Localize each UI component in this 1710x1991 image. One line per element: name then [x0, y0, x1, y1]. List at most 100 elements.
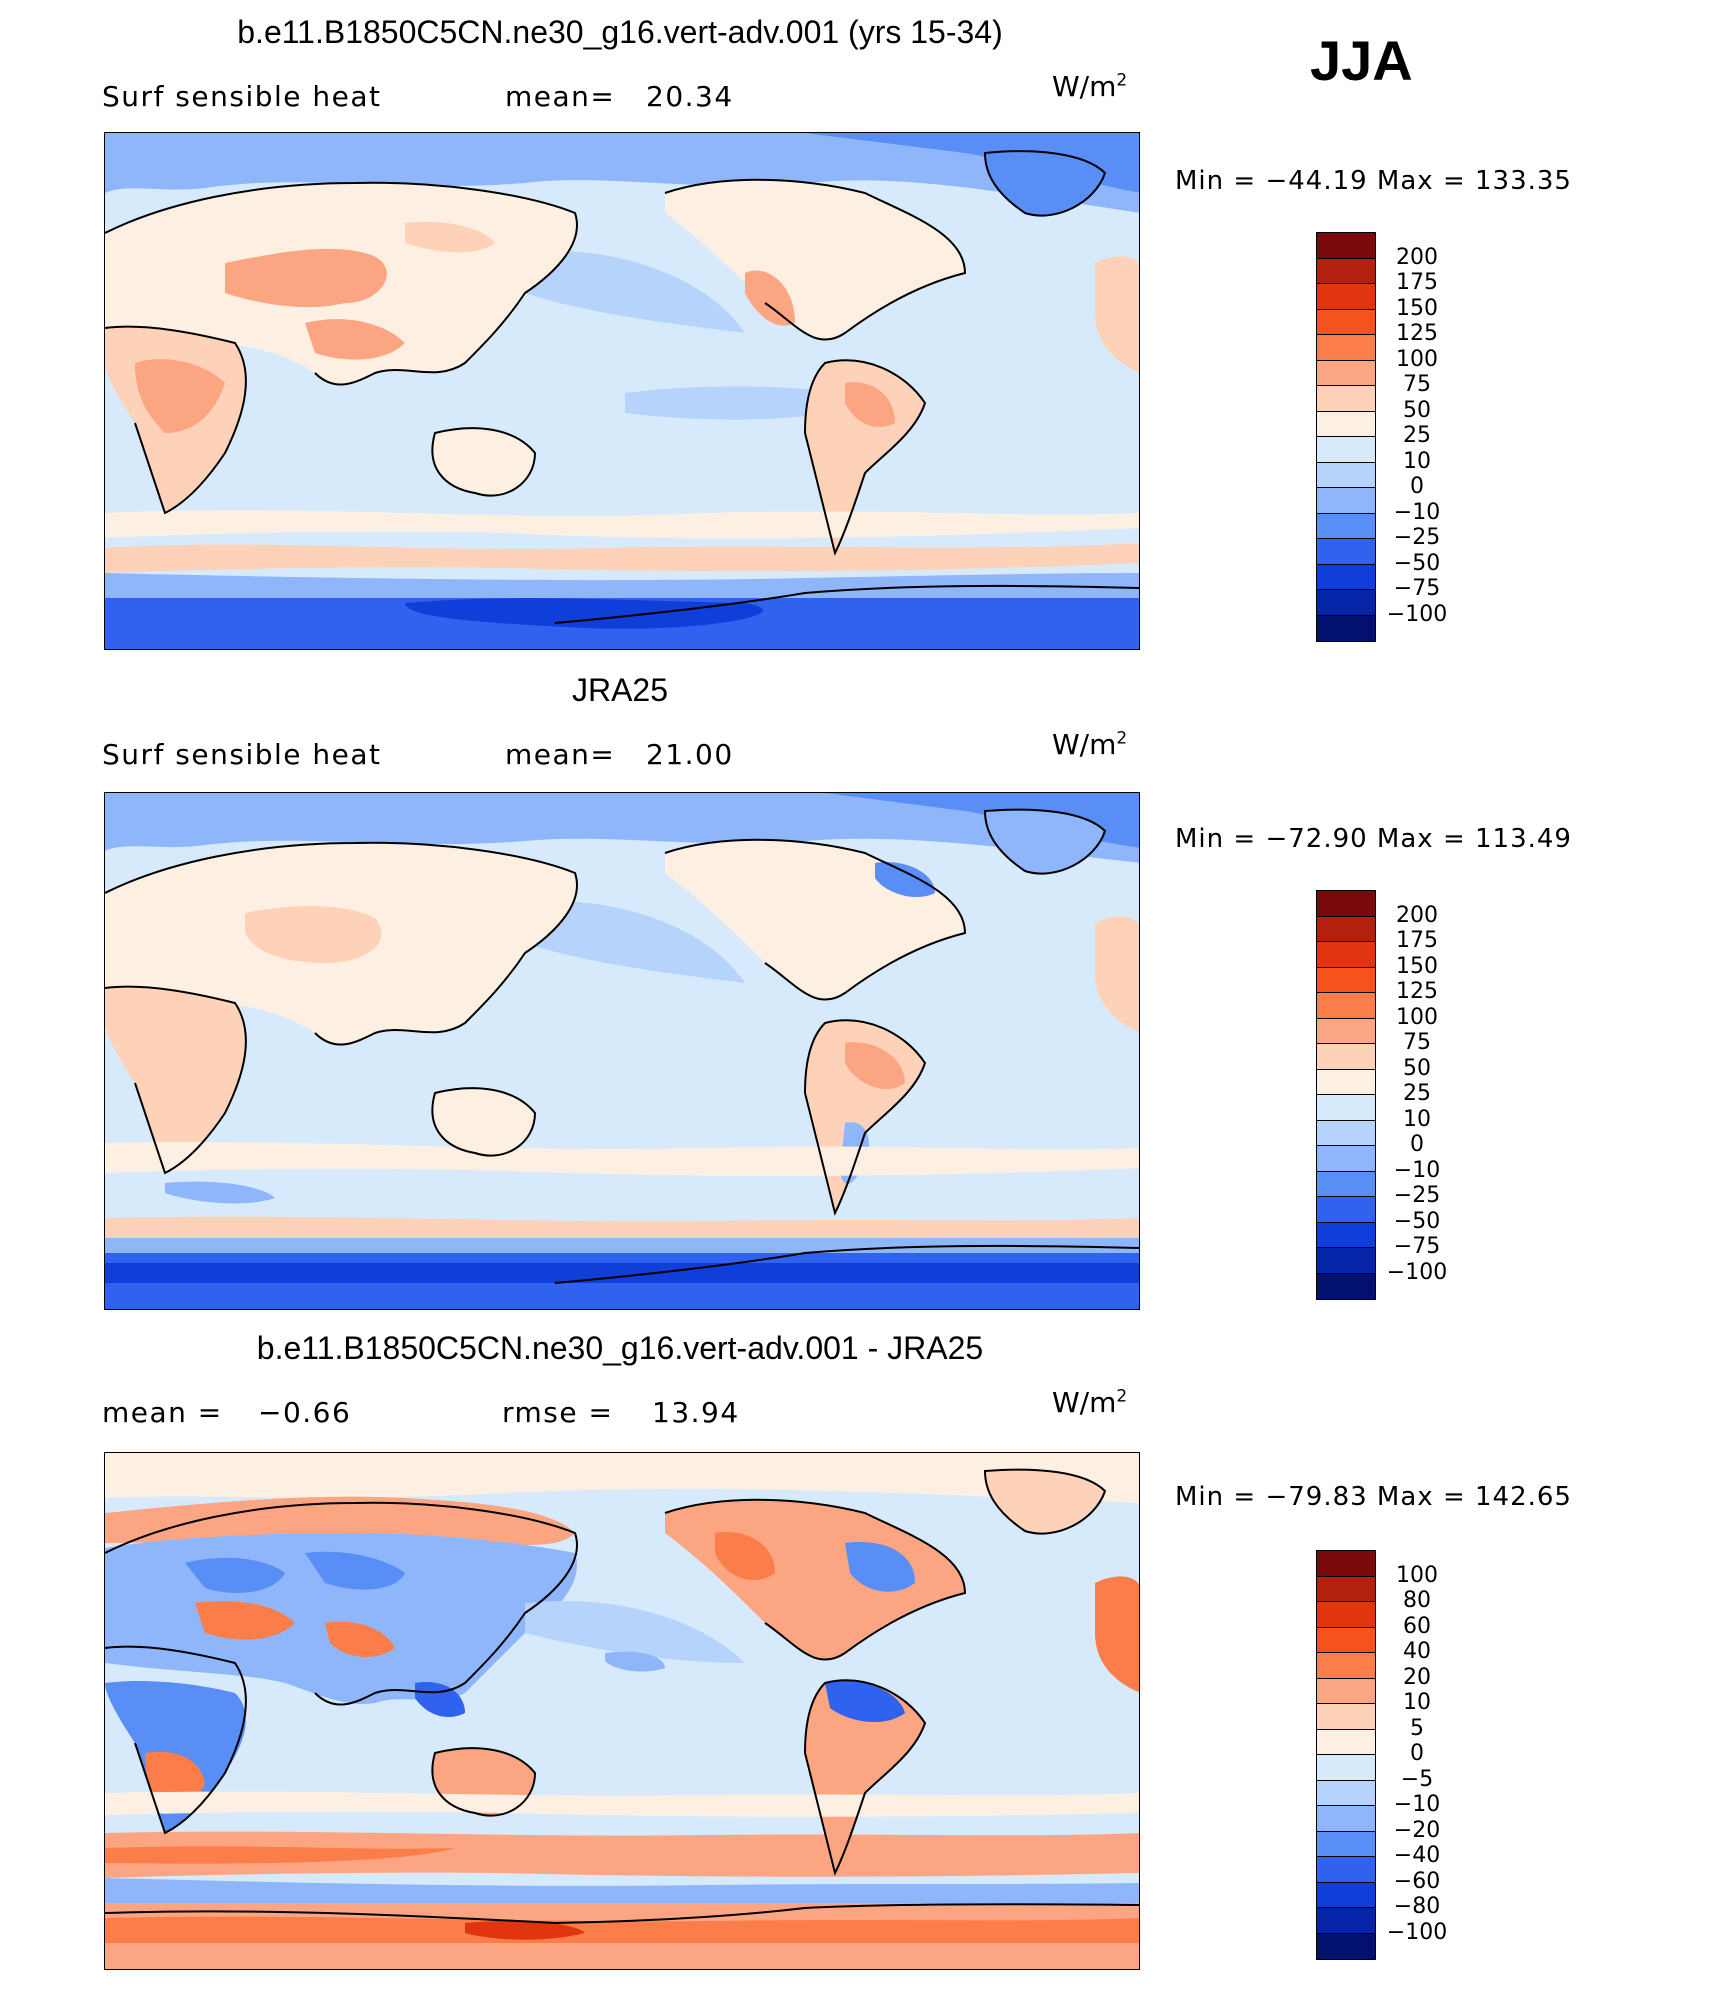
- colorbar-swatch: [1317, 258, 1375, 284]
- colorbar-swatch: [1317, 564, 1375, 590]
- colorbar-tick-label: 200: [1396, 244, 1438, 270]
- colorbar-tick-label: 10: [1403, 1106, 1431, 1132]
- panel-2-title: JRA25: [571, 672, 669, 708]
- colorbar-tick-label: 125: [1396, 321, 1438, 346]
- colorbar-tick-label: −20: [1393, 1817, 1441, 1843]
- panel-2-units: W/m2: [1052, 728, 1128, 761]
- colorbar-swatch: [1317, 967, 1375, 993]
- colorbar-swatch: [1317, 437, 1375, 463]
- colorbar-tick-label: 0: [1410, 1741, 1424, 1766]
- panel-3-map: [104, 1452, 1140, 1970]
- panel-1-variable-label: Surf sensible heat: [102, 80, 382, 113]
- panel-1-mean-label: mean=: [505, 80, 616, 113]
- colorbar-tick-label: −10: [1393, 499, 1441, 525]
- colorbar-swatch: [1317, 1197, 1375, 1223]
- colorbar-swatch: [1317, 233, 1375, 259]
- colorbar-swatch: [1317, 539, 1375, 565]
- colorbar-tick-label: 20: [1403, 1664, 1431, 1690]
- colorbar-swatch: [1317, 1248, 1375, 1274]
- colorbar-tick-label: −10: [1393, 1792, 1441, 1817]
- colorbar-swatch: [1317, 1551, 1375, 1577]
- colorbar-swatch: [1317, 360, 1375, 386]
- colorbar-swatch: [1317, 1222, 1375, 1248]
- colorbar-tick-label: −60: [1393, 1868, 1441, 1894]
- colorbar-tick-label: −50: [1393, 550, 1441, 576]
- colorbar-tick-label: 100: [1396, 346, 1438, 372]
- panel-2-mean-value: 21.00: [646, 738, 734, 771]
- colorbar-tick-label: 175: [1396, 928, 1438, 953]
- colorbar-swatch: [1317, 993, 1375, 1019]
- colorbar-swatch: [1317, 1146, 1375, 1172]
- colorbar-swatch: [1317, 335, 1375, 361]
- colorbar-swatch: [1317, 1857, 1375, 1883]
- colorbar-swatch: [1317, 1678, 1375, 1704]
- panel-1-map: [104, 132, 1140, 650]
- panel-3-units: W/m2: [1052, 1386, 1128, 1419]
- panel-3-colorbar: [1316, 1550, 1376, 1960]
- colorbar-swatch: [1317, 309, 1375, 335]
- panel-2-map: [104, 792, 1140, 1310]
- panel-1-colorbar: [1316, 232, 1376, 642]
- colorbar-tick-label: −10: [1393, 1157, 1441, 1183]
- colorbar-tick-label: −100: [1386, 601, 1448, 627]
- colorbar-tick-label: −50: [1393, 1208, 1441, 1234]
- colorbar-swatch: [1317, 1831, 1375, 1857]
- panel-3-rmse-label: rmse =: [502, 1396, 614, 1429]
- colorbar-swatch: [1317, 1933, 1375, 1959]
- colorbar-swatch: [1317, 916, 1375, 942]
- panel-1-title: b.e11.B1850C5CN.ne30_g16.vert-adv.001 (y…: [237, 14, 1003, 50]
- panel-2-variable-label: Surf sensible heat: [102, 738, 382, 771]
- season-label: JJA: [1310, 29, 1413, 92]
- panel-3-mean-value: −0.66: [258, 1396, 352, 1429]
- colorbar-swatch: [1317, 1171, 1375, 1197]
- colorbar-tick-label: −25: [1393, 525, 1441, 550]
- colorbar-swatch: [1317, 462, 1375, 488]
- colorbar-swatch: [1317, 1780, 1375, 1806]
- colorbar-swatch: [1317, 1044, 1375, 1070]
- panel-2-mean-label: mean=: [505, 738, 616, 771]
- colorbar-swatch: [1317, 1069, 1375, 1095]
- colorbar-swatch: [1317, 1729, 1375, 1755]
- colorbar-tick-label: −75: [1393, 576, 1441, 601]
- colorbar-swatch: [1317, 1095, 1375, 1121]
- panel-3-mean-label: mean =: [102, 1396, 223, 1429]
- colorbar-tick-label: 100: [1396, 1562, 1438, 1588]
- panel-1-units: W/m2: [1052, 70, 1128, 103]
- panel-3-minmax: Min = −79.83 Max = 142.65: [1175, 1482, 1572, 1512]
- colorbar-tick-label: 75: [1403, 372, 1431, 397]
- colorbar-tick-label: 0: [1410, 474, 1424, 499]
- colorbar-tick-label: 0: [1410, 1132, 1424, 1157]
- colorbar-swatch: [1317, 488, 1375, 514]
- colorbar-tick-label: −100: [1386, 1919, 1448, 1945]
- colorbar-tick-label: 125: [1396, 979, 1438, 1004]
- colorbar-tick-label: 100: [1396, 1004, 1438, 1030]
- colorbar-tick-label: 25: [1403, 1081, 1431, 1106]
- colorbar-tick-label: −40: [1393, 1843, 1441, 1868]
- panel-1-minmax: Min = −44.19 Max = 133.35: [1175, 166, 1572, 196]
- colorbar-tick-label: 25: [1403, 423, 1431, 448]
- colorbar-swatch: [1317, 513, 1375, 539]
- colorbar-tick-label: 40: [1403, 1639, 1431, 1664]
- colorbar-swatch: [1317, 1602, 1375, 1628]
- colorbar-swatch: [1317, 1755, 1375, 1781]
- colorbar-swatch: [1317, 1120, 1375, 1146]
- colorbar-tick-label: 175: [1396, 270, 1438, 295]
- colorbar-swatch: [1317, 1273, 1375, 1299]
- colorbar-tick-label: 60: [1403, 1613, 1431, 1639]
- colorbar-tick-label: −5: [1400, 1766, 1434, 1792]
- colorbar-tick-label: −100: [1386, 1259, 1448, 1285]
- colorbar-swatch: [1317, 1908, 1375, 1934]
- colorbar-swatch: [1317, 1653, 1375, 1679]
- colorbar-tick-label: 150: [1396, 953, 1438, 979]
- panel-3-rmse-value: 13.94: [652, 1396, 740, 1429]
- colorbar-swatch: [1317, 891, 1375, 917]
- colorbar-swatch: [1317, 284, 1375, 310]
- colorbar-swatch: [1317, 1576, 1375, 1602]
- colorbar-tick-label: 10: [1403, 1690, 1431, 1715]
- colorbar-swatch: [1317, 615, 1375, 641]
- panel-2-colorbar: [1316, 890, 1376, 1300]
- colorbar-tick-label: 5: [1410, 1715, 1424, 1741]
- colorbar-swatch: [1317, 590, 1375, 616]
- colorbar-swatch: [1317, 1018, 1375, 1044]
- colorbar-swatch: [1317, 386, 1375, 412]
